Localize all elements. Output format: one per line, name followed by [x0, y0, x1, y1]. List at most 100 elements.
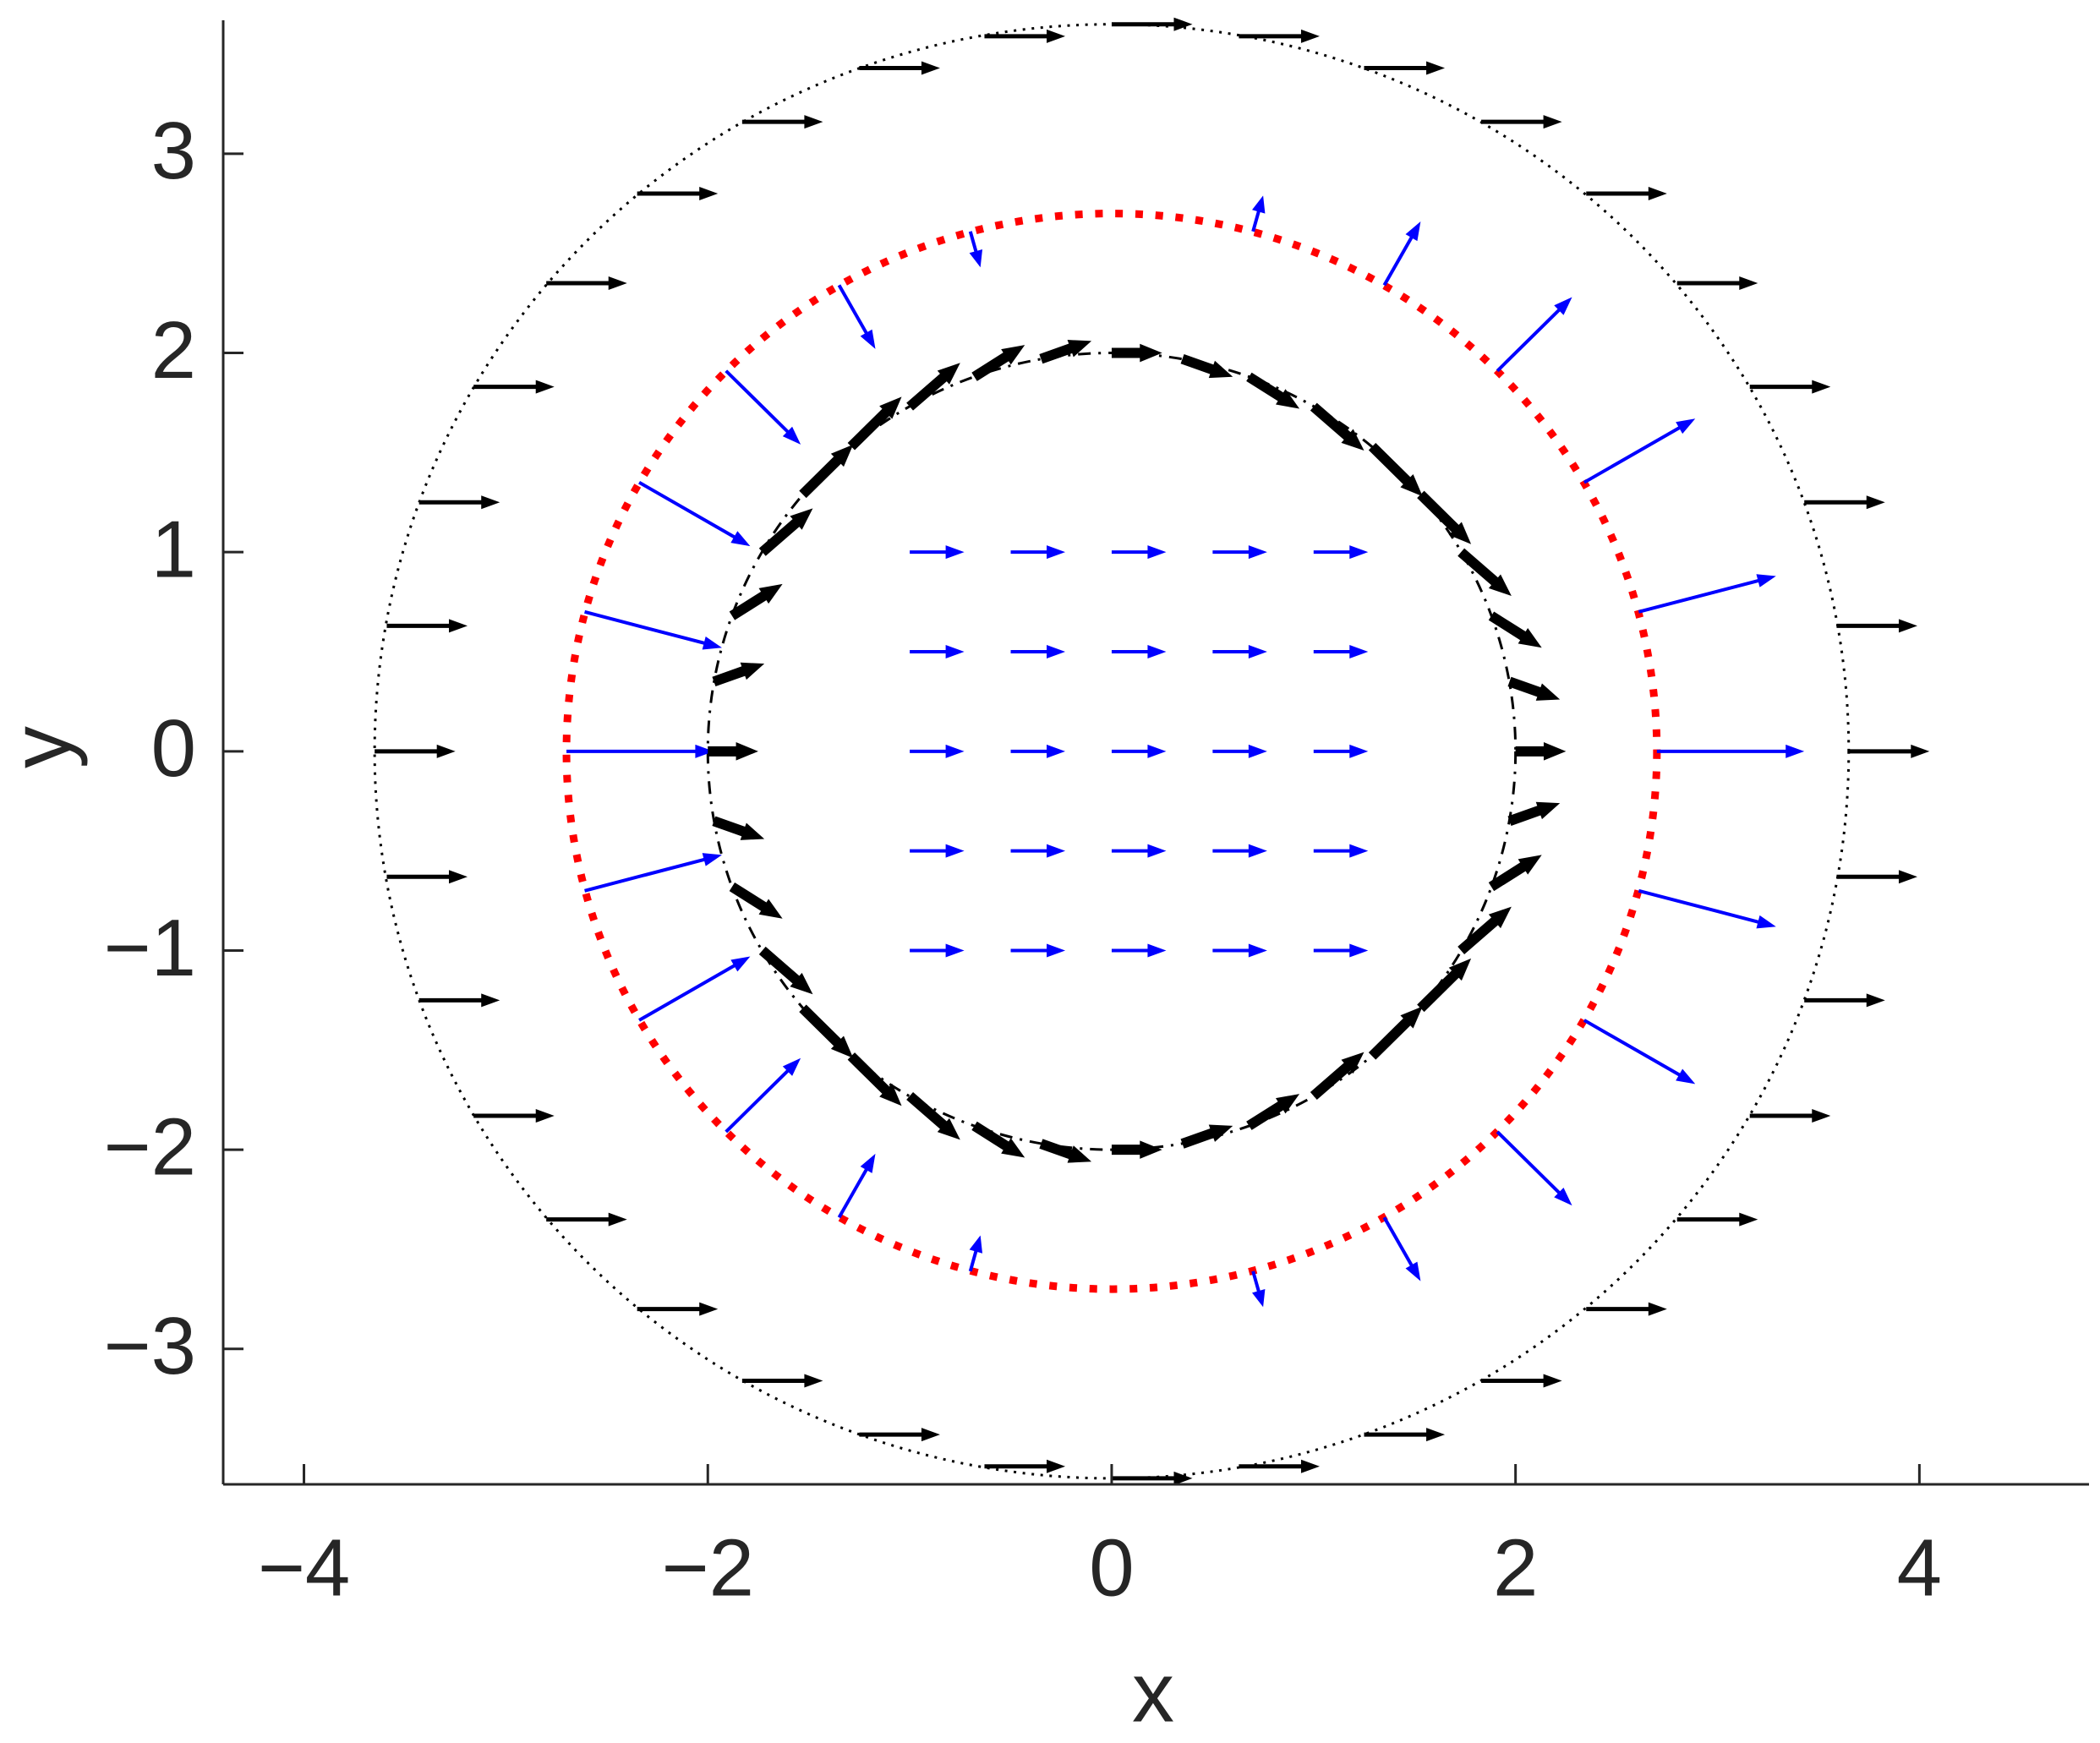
arrow — [1251, 195, 1266, 232]
arrow — [1368, 443, 1423, 497]
arrow-head — [1488, 574, 1512, 597]
arrow — [1313, 545, 1369, 560]
arrow — [712, 662, 765, 686]
arrow-head — [758, 899, 783, 919]
arrow-head — [1426, 1428, 1446, 1442]
arrow-shaft — [1457, 916, 1500, 954]
y-tick-label: 0 — [151, 703, 196, 794]
arrow — [1586, 187, 1667, 201]
arrow — [1111, 1140, 1162, 1159]
arrow — [1507, 801, 1561, 826]
arrow-shaft — [1583, 425, 1682, 484]
arrow-shaft — [1507, 805, 1543, 826]
y-tick-label: −1 — [104, 903, 196, 993]
arrow-shaft — [1496, 308, 1561, 373]
arrow — [1310, 402, 1364, 451]
arrow — [847, 1052, 902, 1106]
arrow — [1212, 943, 1267, 958]
arrow-shaft — [906, 1091, 949, 1130]
arrow-head — [1812, 380, 1831, 394]
arrow — [1039, 340, 1092, 364]
arrow — [729, 583, 783, 620]
arrow-head — [1147, 744, 1167, 758]
arrow — [906, 1091, 960, 1140]
arrow-head — [608, 1212, 627, 1227]
arrow — [566, 744, 714, 758]
x-tick-label: 4 — [1897, 1522, 1942, 1613]
arrow — [1111, 744, 1167, 758]
arrow — [638, 956, 751, 1022]
arrow-shaft — [712, 816, 747, 837]
arrow — [1010, 844, 1066, 858]
arrow-shaft — [1382, 1216, 1414, 1268]
arrow-head — [1812, 1109, 1831, 1123]
arrow — [473, 380, 555, 394]
arrow — [1111, 844, 1167, 858]
arrow-shaft — [1310, 1062, 1353, 1101]
arrow-shaft — [1310, 402, 1353, 441]
arrow-head — [1676, 1068, 1696, 1085]
arrow — [984, 29, 1066, 43]
arrow — [1583, 1019, 1696, 1085]
arrow-head — [481, 993, 500, 1008]
arrow — [638, 480, 751, 547]
arrow — [712, 816, 765, 840]
arrow-head — [1300, 29, 1320, 43]
arrow — [1583, 418, 1696, 484]
arrow-head — [699, 187, 719, 201]
arrow — [1457, 906, 1512, 954]
arrow — [799, 444, 854, 499]
arrow — [741, 115, 823, 129]
arrow-shaft — [847, 1052, 891, 1096]
arrow-head — [969, 249, 983, 268]
arrow-head — [1140, 1140, 1162, 1159]
arrow-head — [1248, 644, 1267, 658]
arrow-shaft — [1039, 342, 1075, 364]
arrow-shaft — [971, 352, 1010, 381]
arrow-head — [1275, 1094, 1300, 1114]
arrow — [1515, 742, 1567, 761]
arrow — [1180, 353, 1233, 379]
arrow-head — [1756, 915, 1776, 929]
arrow-head — [699, 1302, 719, 1316]
arrow-head — [702, 853, 722, 866]
arrow — [725, 369, 801, 445]
arrow — [1010, 744, 1066, 758]
arrow — [375, 744, 456, 758]
arrow — [418, 993, 500, 1008]
arrow-shaft — [1417, 490, 1460, 533]
arrow-head — [1543, 115, 1562, 129]
arrow — [1481, 1374, 1562, 1388]
arrow-head — [1488, 906, 1512, 929]
arrow-head — [1756, 574, 1776, 587]
arrow — [847, 396, 902, 451]
arrow-head — [449, 870, 468, 884]
arrow — [1010, 644, 1066, 658]
arrow-head — [860, 329, 876, 349]
arrow — [1804, 993, 1885, 1008]
arrow — [837, 284, 876, 349]
arrow-head — [702, 636, 722, 650]
arrow — [1111, 545, 1167, 560]
x-tick-label: 0 — [1089, 1522, 1134, 1613]
arrow — [1111, 943, 1167, 958]
arrow-head — [1648, 1302, 1667, 1316]
arrow-head — [1349, 545, 1369, 560]
arrow — [1010, 545, 1066, 560]
arrow-head — [945, 844, 965, 858]
y-tick-label: −3 — [104, 1301, 196, 1391]
arrow-shaft — [1507, 676, 1543, 698]
arrow-head — [1067, 1145, 1092, 1163]
arrow-head — [436, 744, 456, 758]
arrow-shaft — [968, 1249, 978, 1272]
arrow — [386, 870, 468, 884]
arrow-shaft — [1382, 235, 1414, 287]
arrow-shaft — [837, 1167, 869, 1219]
arrow-head — [730, 956, 751, 972]
arrow — [1212, 744, 1267, 758]
arrow-head — [1252, 195, 1266, 214]
arrow — [1848, 744, 1930, 758]
arrow-head — [1341, 429, 1364, 451]
arrow — [1111, 644, 1167, 658]
arrow-shaft — [1039, 1139, 1075, 1160]
